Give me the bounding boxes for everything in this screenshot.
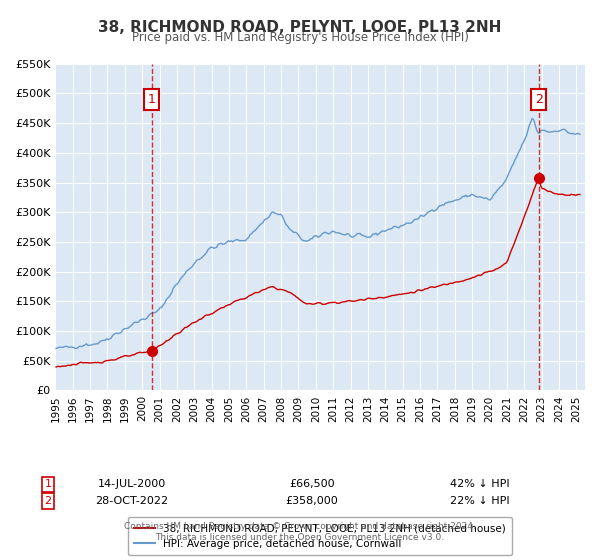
- Text: 1: 1: [148, 93, 155, 106]
- Text: 14-JUL-2000: 14-JUL-2000: [98, 479, 166, 489]
- Text: 2: 2: [535, 93, 542, 106]
- Text: 38, RICHMOND ROAD, PELYNT, LOOE, PL13 2NH: 38, RICHMOND ROAD, PELYNT, LOOE, PL13 2N…: [98, 20, 502, 35]
- Text: 1: 1: [44, 479, 52, 489]
- Text: Price paid vs. HM Land Registry's House Price Index (HPI): Price paid vs. HM Land Registry's House …: [131, 31, 469, 44]
- Text: This data is licensed under the Open Government Licence v3.0.: This data is licensed under the Open Gov…: [155, 533, 445, 542]
- Text: 28-OCT-2022: 28-OCT-2022: [95, 496, 169, 506]
- Legend: 38, RICHMOND ROAD, PELYNT, LOOE, PL13 2NH (detached house), HPI: Average price, : 38, RICHMOND ROAD, PELYNT, LOOE, PL13 2N…: [128, 517, 512, 555]
- Text: £66,500: £66,500: [289, 479, 335, 489]
- Text: £358,000: £358,000: [286, 496, 338, 506]
- Text: Contains HM Land Registry data © Crown copyright and database right 2024.: Contains HM Land Registry data © Crown c…: [124, 522, 476, 531]
- Text: 42% ↓ HPI: 42% ↓ HPI: [450, 479, 510, 489]
- Text: 22% ↓ HPI: 22% ↓ HPI: [450, 496, 510, 506]
- Text: 2: 2: [44, 496, 52, 506]
